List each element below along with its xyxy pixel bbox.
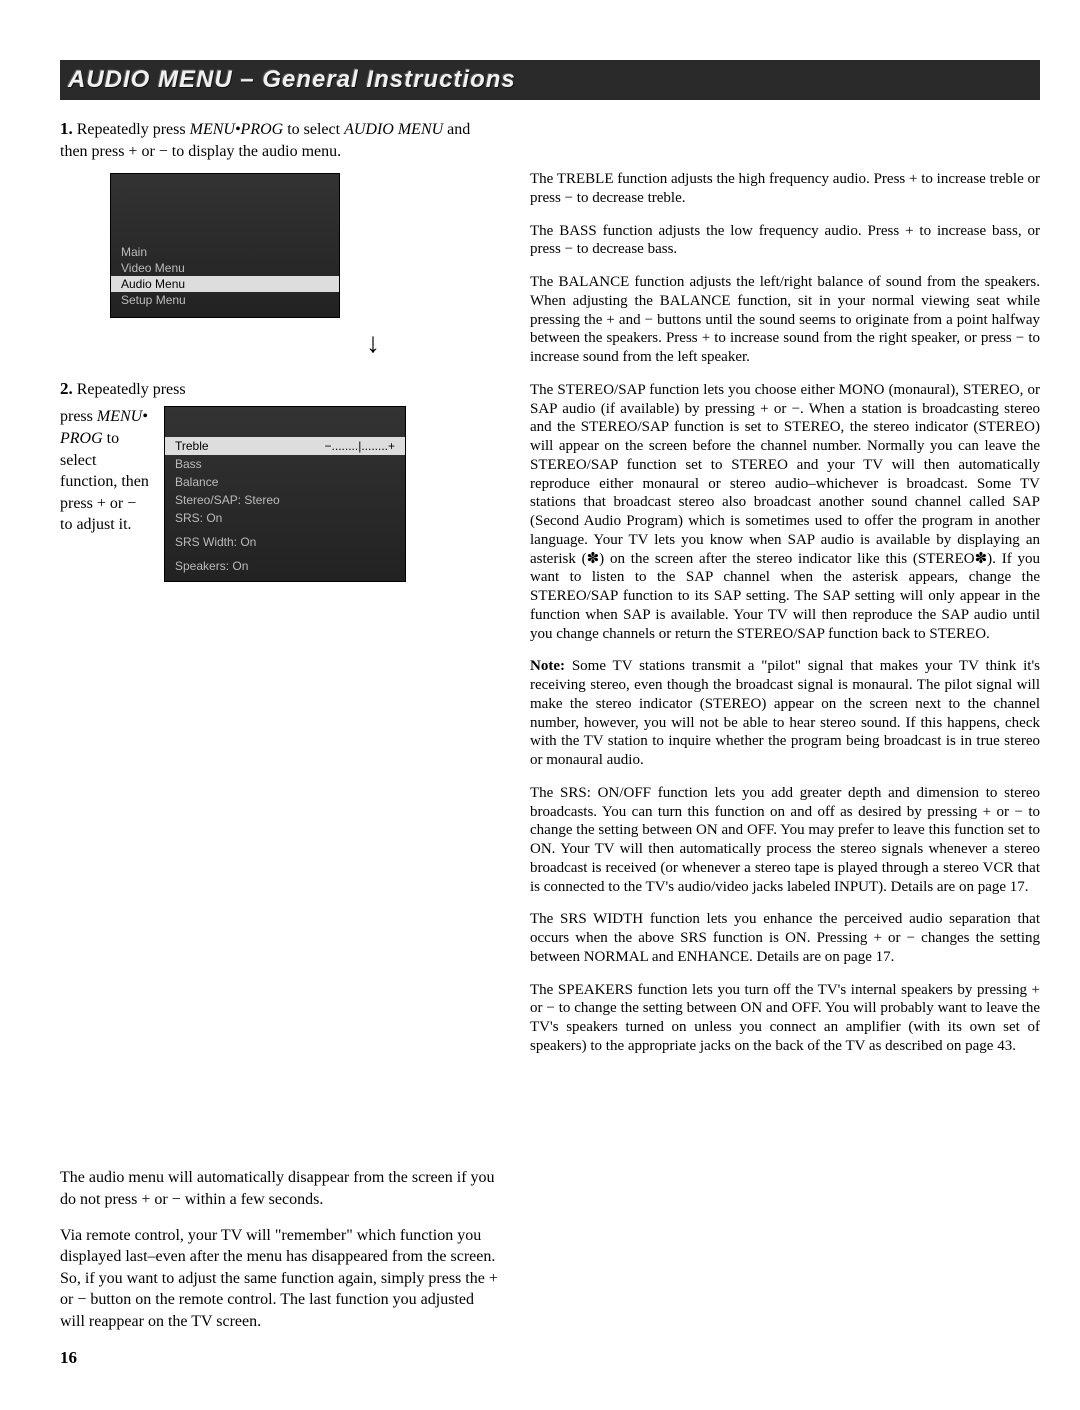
page-number: 16 (60, 1347, 500, 1370)
osd-audio-menu: Treble Bass Balance Stereo/SAP: Stereo S… (164, 406, 406, 582)
document-page: AUDIO MENU – General Instructions 1. Rep… (0, 0, 1080, 1410)
step-2: 2. Repeatedly press press MENU• PROG to … (60, 378, 500, 583)
menu1-row-main: Main (111, 244, 339, 260)
desc-stereosap-2: Note: Some TV stations transmit a "pilot… (530, 657, 1040, 770)
menu2-balance: Balance (165, 473, 405, 491)
menu1-row-audio: Audio Menu (111, 276, 339, 292)
step-1-text-c: to select (283, 121, 344, 138)
left-bottom-p2: Via remote control, your TV will "rememb… (60, 1225, 500, 1333)
left-column: 1. Repeatedly press MENU•PROG to select … (60, 118, 500, 1370)
left-bottom-p1: The audio menu will automatically disapp… (60, 1167, 500, 1210)
step-2-sidetext: press MENU• PROG to select function, the… (60, 406, 150, 582)
menu1-row-video: Video Menu (111, 260, 339, 276)
two-column-content: 1. Repeatedly press MENU•PROG to select … (60, 118, 1040, 1370)
menu2-speakers: Speakers: On (165, 557, 405, 575)
menu2-treble-label: Treble (175, 437, 209, 455)
step-1-audiomenu: AUDIO MENU (344, 121, 443, 138)
arrow-down-icon: ↓ (60, 328, 380, 360)
menu2-bass: Bass (165, 455, 405, 473)
section-banner: AUDIO MENU – General Instructions (60, 60, 1040, 100)
right-column: The TREBLE function adjusts the high fre… (530, 118, 1040, 1370)
step-2-text-a: Repeatedly press (77, 381, 186, 398)
desc-speakers: The SPEAKERS function lets you turn off … (530, 981, 1040, 1056)
menu1-row-setup: Setup Menu (111, 292, 339, 308)
step-1-text-a: Repeatedly press (77, 121, 190, 138)
step-2-number: 2. (60, 379, 73, 398)
banner-title: AUDIO MENU – General Instructions (68, 66, 516, 94)
step-2-text-a2: press (60, 408, 97, 425)
desc-treble: The TREBLE function adjusts the high fre… (530, 170, 1040, 208)
desc-stereosap-2-body: Some TV stations transmit a "pilot" sign… (530, 658, 1040, 768)
desc-balance: The BALANCE function adjusts the left/ri… (530, 273, 1040, 367)
step-1: 1. Repeatedly press MENU•PROG to select … (60, 118, 500, 360)
osd-menu-main: Main Video Menu Audio Menu Setup Menu (110, 173, 340, 318)
menu2-srs: SRS: On (165, 509, 405, 527)
slider-icon (325, 437, 395, 455)
menu2-srswidth: SRS Width: On (165, 533, 405, 551)
step-1-number: 1. (60, 119, 73, 138)
left-bottom-text: The audio menu will automatically disapp… (60, 1167, 500, 1369)
desc-stereosap-1: The STEREO/SAP function lets you choose … (530, 381, 1040, 644)
desc-srs: The SRS: ON/OFF function lets you add gr… (530, 784, 1040, 897)
menu2-treble: Treble (165, 437, 405, 455)
desc-bass: The BASS function adjusts the low freque… (530, 222, 1040, 260)
step-1-menuprog: MENU•PROG (190, 121, 284, 138)
menu2-stereosap: Stereo/SAP: Stereo (165, 491, 405, 509)
desc-srswidth: The SRS WIDTH function lets you enhance … (530, 910, 1040, 966)
